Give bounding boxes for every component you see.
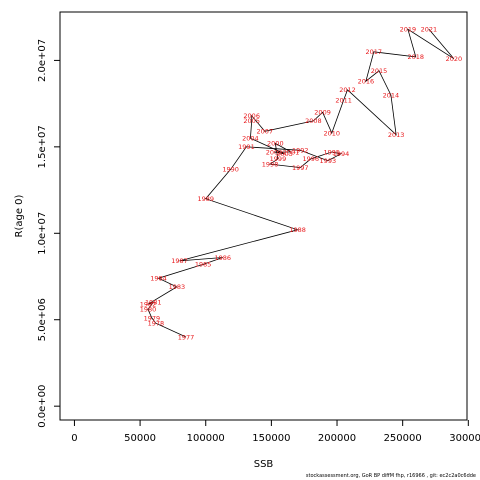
year-label-1999: 1999 [270, 155, 287, 163]
x-tick-label: 50000 [124, 433, 156, 444]
year-label-1991: 1991 [238, 143, 255, 151]
year-label-2010: 2010 [323, 129, 340, 137]
year-label-2020: 2020 [446, 55, 463, 63]
year-label-2011: 2011 [335, 96, 352, 104]
recruitment-trajectory [147, 28, 455, 338]
x-tick-label: 150000 [252, 433, 290, 444]
footer-credit: stockassessment.org, GoR BP diffM fhp, r… [305, 473, 476, 479]
year-label-1982: 1982 [140, 300, 157, 308]
year-label-1978: 1978 [148, 319, 165, 327]
year-label-1983: 1983 [169, 283, 186, 291]
year-label-1988: 1988 [289, 226, 306, 234]
year-label-2003: 2003 [276, 150, 293, 158]
year-label-2021: 2021 [421, 26, 438, 34]
series-line [147, 28, 455, 338]
year-label-2008: 2008 [305, 117, 322, 125]
y-tick-label: 1.0e+07 [37, 212, 48, 255]
year-label-1979: 1979 [144, 314, 161, 322]
year-label-1995: 1995 [323, 148, 340, 156]
year-label-1986: 1986 [215, 254, 232, 262]
year-label-2000: 2000 [267, 140, 284, 148]
x-tick-label: 0 [71, 433, 77, 444]
x-axis-title: SSB [254, 459, 274, 470]
x-tick-label: 100000 [187, 433, 225, 444]
year-label-2004: 2004 [242, 135, 259, 143]
y-tick-label: 1.5e+07 [37, 125, 48, 168]
y-tick-label: 0.0e+00 [37, 385, 48, 428]
year-label-2006: 2006 [243, 112, 260, 120]
year-label-1977: 1977 [178, 333, 195, 341]
year-label-2007: 2007 [257, 128, 274, 136]
year-label-2017: 2017 [366, 48, 383, 56]
year-label-1992: 1992 [292, 147, 309, 155]
plot-frame [59, 11, 468, 421]
year-label-2002: 2002 [266, 148, 283, 156]
y-axis-title: R(age 0) [14, 194, 25, 237]
year-label-2018: 2018 [408, 53, 425, 61]
year-label-1985: 1985 [195, 261, 212, 269]
y-tick-label: 5.0e+06 [37, 298, 48, 341]
year-label-1989: 1989 [197, 195, 214, 203]
year-label-2013: 2013 [388, 131, 405, 139]
x-tick-label: 200000 [318, 433, 356, 444]
year-label-1998: 1998 [262, 160, 279, 168]
year-label-1984: 1984 [150, 275, 167, 283]
year-label-1990: 1990 [222, 166, 239, 174]
year-label-1981: 1981 [145, 299, 162, 307]
year-label-1980: 1980 [140, 306, 157, 314]
y-tick-label: 2.0e+07 [37, 39, 48, 82]
year-label-1987: 1987 [171, 257, 188, 265]
year-label-2014: 2014 [383, 91, 400, 99]
year-label-2012: 2012 [339, 86, 356, 94]
year-label-2015: 2015 [371, 67, 388, 75]
year-label-2005: 2005 [243, 117, 260, 125]
year-label-1994: 1994 [333, 150, 350, 158]
year-label-2016: 2016 [358, 77, 375, 85]
x-tick-label: 250000 [384, 433, 422, 444]
year-label-2019: 2019 [400, 26, 417, 34]
year-label-1996: 1996 [302, 155, 319, 163]
year-label-2001: 2001 [283, 148, 300, 156]
year-label-1993: 1993 [320, 157, 337, 165]
year-label-2009: 2009 [314, 109, 331, 117]
year-label-1997: 1997 [292, 164, 309, 172]
